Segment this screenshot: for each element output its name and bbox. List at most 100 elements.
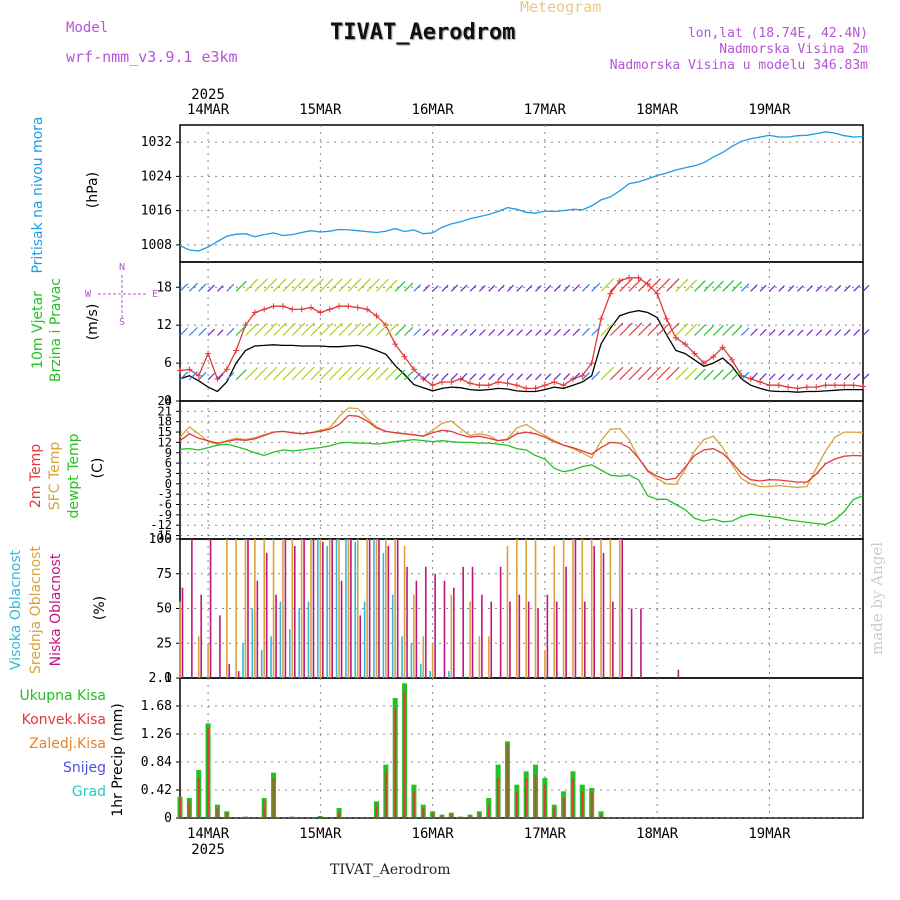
wind-barb <box>684 279 698 292</box>
y-tick-label: 0.84 <box>141 755 172 770</box>
wind-barb <box>207 328 215 336</box>
wind-barb <box>609 366 624 381</box>
wind-barb <box>525 373 533 381</box>
wind-gust-line-marker <box>523 385 530 392</box>
wind-barb <box>825 329 832 336</box>
wind-gust-line-marker <box>813 384 820 391</box>
wind-barb <box>647 366 661 381</box>
wind-gust-line-marker <box>654 290 661 297</box>
wind-barb <box>750 284 758 292</box>
wind-barb <box>843 373 851 381</box>
wind-barb <box>488 284 496 292</box>
wind-barb <box>684 323 698 336</box>
wind-barb <box>815 329 823 336</box>
wind-barb <box>731 369 743 381</box>
y-tick-label: 0 <box>164 671 172 686</box>
precip-conv-bar <box>291 816 294 818</box>
wind-barb <box>563 373 571 381</box>
wind-gust-line-marker <box>195 372 202 379</box>
wind-gust-line-marker <box>326 306 333 313</box>
wind-gust-line-marker <box>401 353 408 360</box>
wind-barb <box>460 373 468 381</box>
wind-gust-line-marker <box>560 382 567 389</box>
panel-frame-temperature <box>179 400 864 540</box>
wind-barb <box>628 322 643 336</box>
wind-barb <box>179 327 189 336</box>
wind-barb <box>638 322 652 336</box>
x-date-label-bottom: 15MAR <box>299 826 342 842</box>
y-tick-label: 6 <box>165 456 172 470</box>
wind-barb <box>806 373 813 381</box>
wind-barb <box>198 283 207 292</box>
wind-barb <box>413 328 422 336</box>
wind-barb <box>329 366 343 381</box>
x-date-label-top: 17MAR <box>524 102 567 118</box>
wind-barb <box>394 325 406 336</box>
wind-barb <box>385 323 398 336</box>
wind-barb <box>684 367 698 381</box>
panel-frame-pressure <box>179 124 864 263</box>
wind-gust-line-marker <box>289 306 296 313</box>
wind-gust-line-marker <box>532 385 539 392</box>
wind-barb <box>806 285 813 292</box>
year-label-top: 2025 <box>191 87 225 103</box>
wind-barb <box>347 278 362 292</box>
wind-barb <box>703 281 714 292</box>
wind-barb <box>263 322 278 336</box>
wind-barb <box>226 372 235 381</box>
wind-barb <box>179 371 189 381</box>
y-tick-label: 1.26 <box>141 727 172 742</box>
precip-conv-bar <box>394 708 397 818</box>
wind-barb <box>572 284 581 292</box>
wind-gust-line-marker <box>700 360 707 367</box>
cloud-title-1: Srednja Oblacnost <box>28 546 44 674</box>
wind-barb <box>853 373 861 381</box>
wind-barb <box>217 373 224 381</box>
wind-barb <box>769 373 776 381</box>
compass-cross <box>98 275 146 318</box>
precip-conv-bar <box>225 812 228 818</box>
temp-ylabel: (C) <box>90 458 106 479</box>
wind-barb <box>535 373 542 381</box>
precip-legend-3: Snijeg <box>63 760 106 776</box>
wind-barb <box>553 372 562 381</box>
wind-barb <box>338 366 353 381</box>
wind-barb <box>535 285 542 292</box>
wind-barb <box>759 328 767 336</box>
wind-gust-line-marker <box>626 274 633 281</box>
wind-barb <box>778 285 785 292</box>
wind-gust-line <box>179 277 864 390</box>
precip-conv-bar <box>525 778 528 818</box>
wind-barb <box>619 278 633 292</box>
temp-title-2: dewpt Temp <box>66 433 82 518</box>
wind-barb <box>432 329 439 336</box>
wind-barb <box>759 373 767 381</box>
y-tick-label: 21 <box>158 404 172 418</box>
wind-barb <box>497 328 505 336</box>
wind-gust-line-marker <box>841 382 848 389</box>
wind-barb <box>572 372 581 381</box>
wind-barb <box>422 328 430 336</box>
wind-barb <box>366 366 381 381</box>
wind-barb <box>628 366 643 381</box>
wind-barb <box>750 372 758 381</box>
wind-gust-line-marker <box>663 315 670 322</box>
wind-barb <box>376 323 389 336</box>
wind-gust-line-marker <box>261 306 268 313</box>
wind-barb <box>628 278 643 292</box>
y-tick-label: 1008 <box>141 238 172 253</box>
wind-barb <box>656 278 671 292</box>
y-tick-label: 1.68 <box>141 699 172 714</box>
wind-barb <box>787 373 795 381</box>
wind-barb <box>581 327 590 336</box>
wind-barb <box>740 371 750 381</box>
y-tick-label: 2.1 <box>149 671 172 686</box>
wind-barb <box>273 366 287 381</box>
wind-barb <box>853 329 861 336</box>
wind-barb <box>357 366 371 381</box>
sfc-temp-line <box>179 407 864 488</box>
y-tick-label: 3 <box>165 466 172 480</box>
wind-barb <box>843 284 851 292</box>
wind-gust-line-marker <box>448 379 455 386</box>
